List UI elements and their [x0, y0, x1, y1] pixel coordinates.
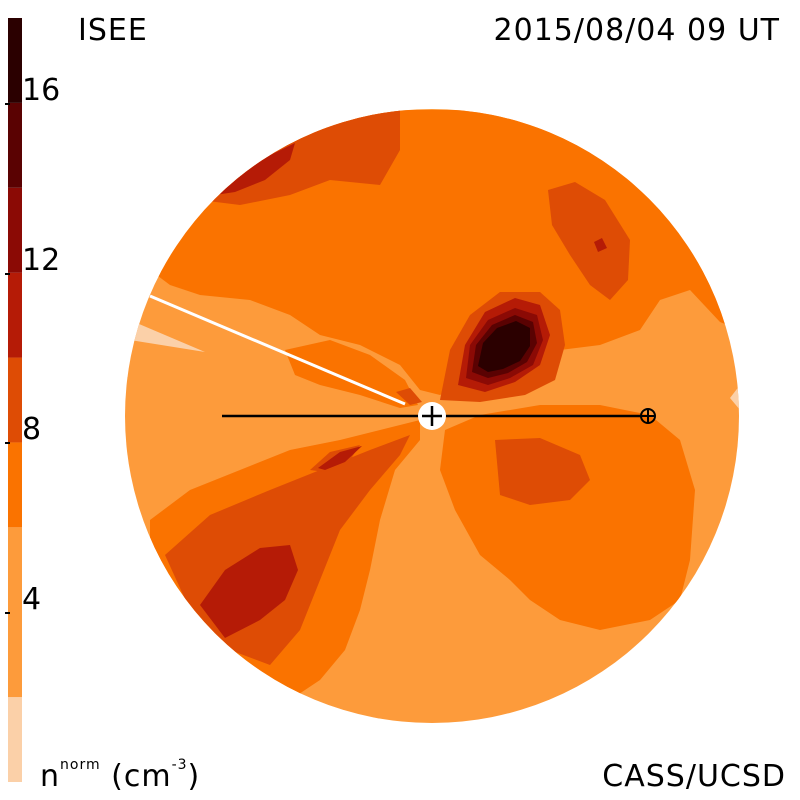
contour-region-lower-left-red	[200, 545, 298, 638]
contour-region-sunleft-darkorange	[396, 388, 422, 405]
colorbar-level-6	[8, 102, 22, 188]
colorbar-level-1	[8, 527, 22, 698]
quantity-unit-label: nnorm (cm-3)	[40, 758, 201, 794]
colorbar-tick-label-8: 8	[22, 412, 42, 448]
quantity-superscript: norm	[60, 757, 101, 773]
contour-region-left-red-small	[318, 446, 362, 470]
contour-region-left-streak	[285, 340, 418, 408]
quantity-unit-exponent: -3	[171, 757, 188, 773]
contour-region-peach-right	[730, 385, 739, 410]
viewing-ray-line	[149, 294, 406, 406]
colorbar-tick-mark	[5, 612, 10, 615]
quantity-symbol: n	[40, 759, 61, 794]
colorbar-tick-mark	[5, 442, 10, 445]
colorbar-level-0	[8, 697, 22, 782]
contour-region-lower-right-darkorange	[495, 438, 590, 505]
sun-center-marker	[418, 402, 446, 430]
colorbar-level-7	[8, 18, 22, 103]
colorbar-tick-label-4: 4	[22, 582, 42, 618]
earth-marker	[640, 408, 656, 424]
credit-label: CASS/UCSD	[602, 759, 786, 794]
contour-region-upper-right-darkorange	[548, 182, 630, 300]
contour-region-center-darkest	[478, 321, 530, 372]
contour-region-peach-wedge	[125, 318, 205, 352]
colorbar-tick-label-12: 12	[22, 242, 61, 278]
quantity-unit: (cm	[111, 759, 172, 794]
colorbar-level-5	[8, 187, 22, 273]
colorbar-level-3	[8, 357, 22, 443]
colorbar-level-2	[8, 442, 22, 528]
colorbar-tick-label-16: 16	[22, 72, 61, 108]
instrument-title: ISEE	[78, 13, 148, 48]
quantity-unit-close: )	[187, 759, 201, 794]
contour-region-top-red	[215, 143, 295, 195]
contour-region-upper-right-red	[594, 238, 607, 252]
timestamp-label: 2015/08/04 09 UT	[493, 13, 780, 48]
colorbar	[8, 18, 22, 782]
colorbar-level-4	[8, 272, 22, 358]
colorbar-tick-mark	[5, 102, 10, 105]
colorbar-tick-mark	[5, 272, 10, 275]
